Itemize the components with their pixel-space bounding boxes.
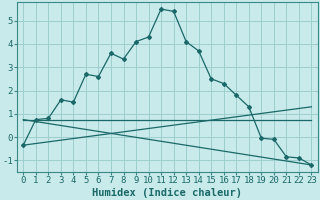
X-axis label: Humidex (Indice chaleur): Humidex (Indice chaleur) <box>92 188 242 198</box>
